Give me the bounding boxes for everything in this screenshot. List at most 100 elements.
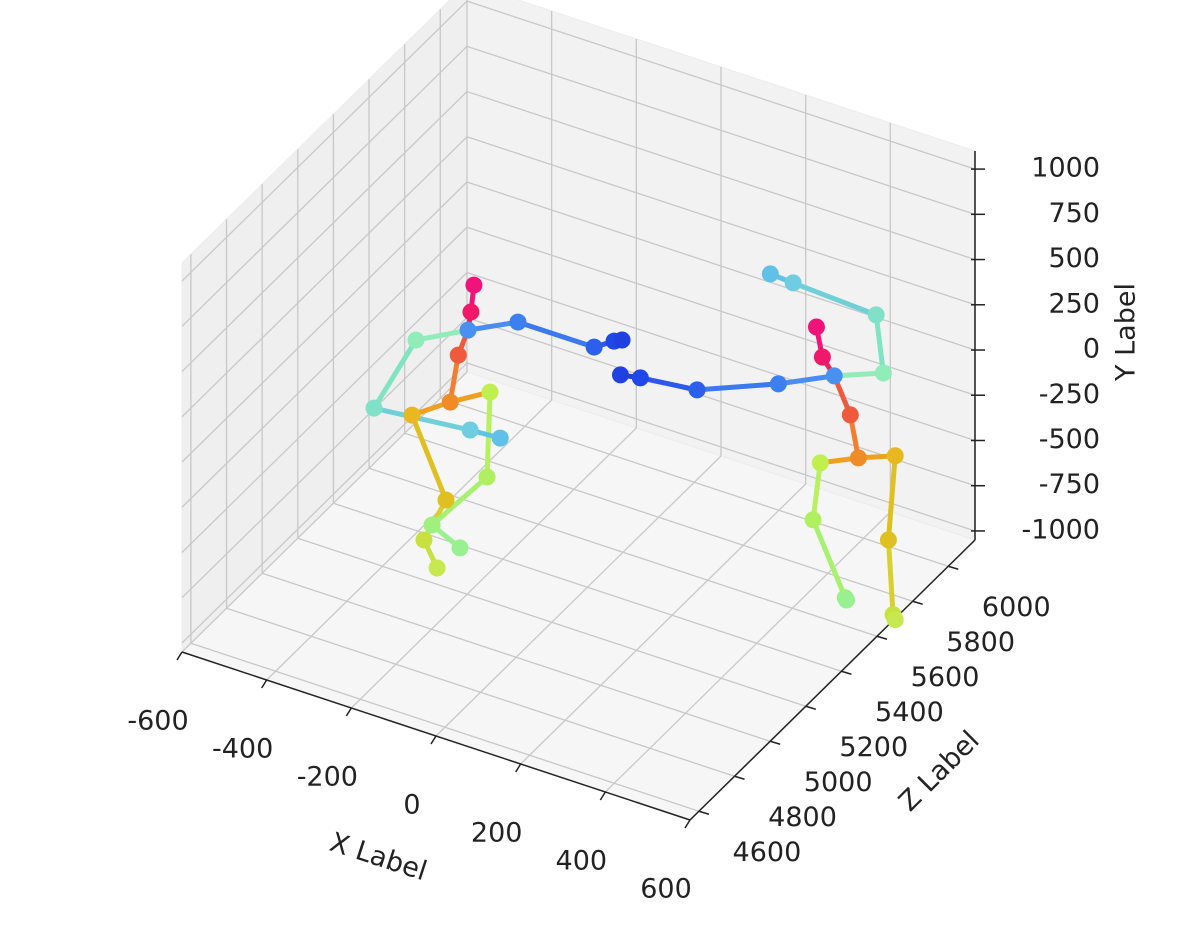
x-tick-label: -600 [127,706,188,737]
joint [585,338,603,356]
grid-line [333,502,842,672]
joint [838,591,856,609]
x-tick [684,819,691,829]
z-axis-line [689,539,976,821]
joint [423,516,441,534]
joint [807,318,825,336]
x-tick [176,651,183,661]
joint [451,539,469,557]
grid-line [181,317,468,599]
bone [409,412,449,503]
grid-line [466,181,976,351]
joint [449,346,467,364]
x-tick [515,763,522,773]
y-tick-label: 250 [1048,288,1100,319]
joint [784,274,802,292]
z-tick [805,705,816,710]
bone [873,312,886,376]
grid [181,0,976,821]
bone [790,280,879,318]
bone [637,375,700,393]
joint [804,511,822,529]
grid-line [604,511,891,793]
marks [365,265,904,629]
grid-line [181,0,468,282]
grid-line [435,455,722,737]
grid-line [466,226,976,396]
z-tick [769,740,781,745]
grid-line [466,90,976,261]
x-tick-label: -200 [297,762,358,793]
bone [775,373,837,387]
z-tick [912,600,923,605]
z-tick [698,810,710,815]
grid-line [181,226,468,508]
bone [885,537,896,618]
x-tick-label: 600 [640,874,692,905]
joint [841,406,859,424]
grid-line [466,136,976,306]
x-tick-label: 200 [471,818,523,849]
grid-line [466,45,976,215]
joint [365,399,383,417]
grid-line [440,397,949,567]
bone [413,327,471,343]
joint [631,369,649,387]
bone [810,517,848,601]
grid-line [297,537,806,707]
joint [509,313,527,331]
grid-line [181,136,468,418]
grid-line [266,399,553,681]
z-tick-label: 4600 [733,837,802,868]
joint [461,421,479,439]
y-tick-label: 500 [1048,243,1100,274]
z-tick [948,565,959,570]
grid-line [261,572,771,742]
y-tick-label: -500 [1039,424,1100,455]
joint [478,468,496,486]
joint [811,454,829,472]
x-tick [599,791,606,801]
joint [403,406,421,424]
x-tick [261,679,268,689]
x-tick [345,707,352,717]
z-tick-label: 5800 [946,627,1015,658]
bone [885,453,898,543]
z-tick-label: 5600 [911,662,980,693]
z-tick-label: 5200 [839,732,908,763]
joint [465,276,483,294]
z-tick [876,635,888,640]
y-tick-label: 1000 [1031,153,1100,184]
joint [761,265,779,283]
joint [613,331,631,349]
joint [886,447,904,465]
grid-line [520,483,807,765]
joint [825,367,843,385]
grid-line [181,45,468,327]
grid-line [181,362,468,644]
bone [429,474,490,528]
grid-line [181,91,468,373]
joint [437,491,455,509]
grid-line [190,642,700,812]
z-tick [734,775,745,780]
y-axis-label: Y Label [1111,283,1142,382]
grid-line [466,0,976,170]
joint [462,303,480,321]
joint [849,449,867,467]
bone [371,337,419,411]
y-tick-label: -1000 [1022,514,1100,545]
bone [515,319,597,350]
joint [874,364,892,382]
y-tick-label: 0 [1083,334,1100,365]
z-tick-label: 6000 [982,592,1051,623]
joint [769,375,787,393]
x-tick-label: -400 [212,734,273,765]
x-tick-label: 400 [556,846,608,877]
joint [491,429,509,447]
grid-line [350,427,637,709]
joint [415,531,433,549]
x-tick [430,735,437,745]
y-tick-label: -250 [1039,379,1100,410]
